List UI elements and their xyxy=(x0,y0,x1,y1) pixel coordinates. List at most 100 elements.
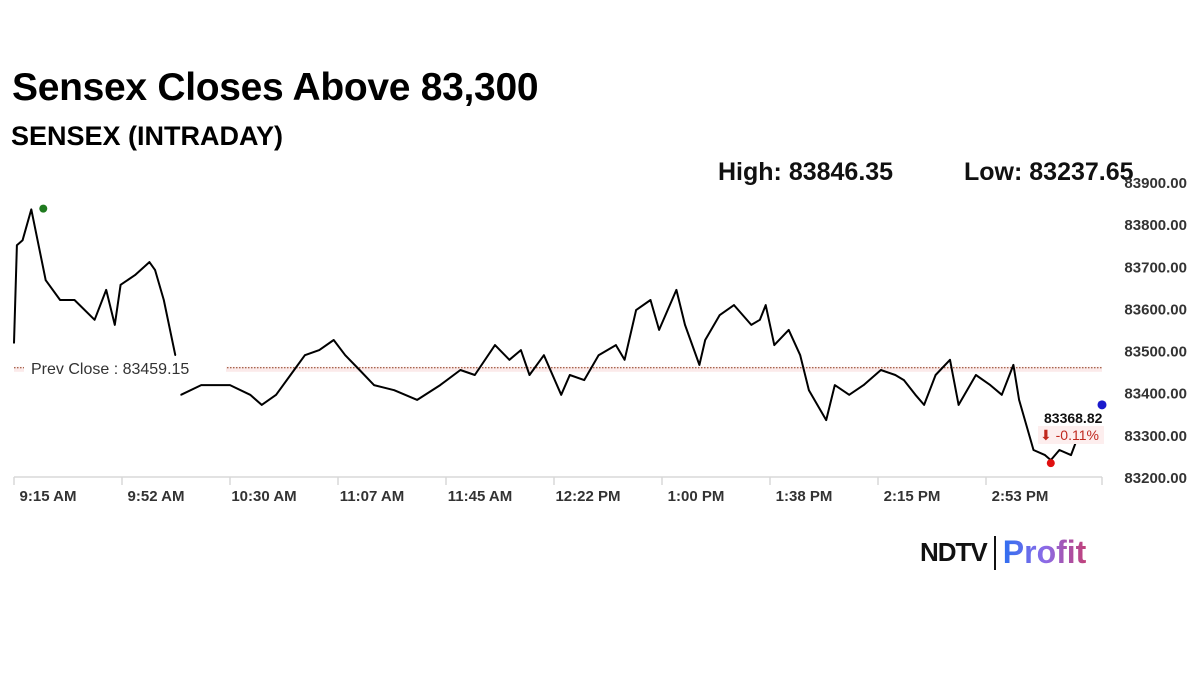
data-point xyxy=(416,399,419,401)
data-point xyxy=(975,374,977,376)
data-point xyxy=(764,304,767,306)
x-tick-label: 2:53 PM xyxy=(992,488,1049,505)
data-point xyxy=(21,239,24,241)
data-point xyxy=(583,379,586,381)
data-point xyxy=(949,359,951,361)
x-tick-label: 10:30 AM xyxy=(231,488,296,505)
data-point xyxy=(174,354,177,357)
data-point xyxy=(93,319,96,321)
change-percent-label: ⬇ -0.11% xyxy=(1040,427,1099,443)
data-point xyxy=(275,394,277,396)
data-point xyxy=(1070,454,1072,456)
data-point xyxy=(623,359,626,361)
data-point xyxy=(373,384,375,386)
data-point xyxy=(635,309,637,311)
data-point xyxy=(848,394,850,396)
price-line xyxy=(13,208,1078,462)
data-point xyxy=(180,394,182,396)
data-point xyxy=(675,289,678,291)
y-tick-label: 83300.00 xyxy=(1124,428,1187,445)
data-point xyxy=(894,374,897,376)
data-point xyxy=(105,289,107,291)
data-point xyxy=(119,284,122,286)
data-point xyxy=(808,389,810,391)
data-point xyxy=(825,419,827,421)
data-point xyxy=(704,339,706,341)
data-point xyxy=(439,384,442,386)
prev-close-label-bg xyxy=(24,357,226,378)
high-value: High: 83846.35 xyxy=(718,158,894,186)
x-tick-label: 2:15 PM xyxy=(884,488,941,505)
data-point xyxy=(289,374,292,376)
data-point xyxy=(200,384,202,386)
data-point xyxy=(528,374,531,376)
data-point xyxy=(914,394,917,396)
data-point xyxy=(304,354,306,357)
data-point xyxy=(73,299,76,301)
data-point xyxy=(59,299,61,301)
y-tick-label: 83800.00 xyxy=(1124,217,1187,234)
data-point xyxy=(597,354,600,357)
data-point xyxy=(1032,449,1035,451)
data-point xyxy=(148,261,151,263)
data-point xyxy=(862,384,865,386)
logo-ndtv: NDTV xyxy=(920,537,988,567)
data-point xyxy=(474,374,476,376)
data-point xyxy=(393,389,395,391)
data-point xyxy=(923,404,925,406)
data-point xyxy=(520,349,522,351)
x-tick-label: 1:00 PM xyxy=(668,488,725,505)
data-point xyxy=(344,354,347,357)
y-tick-label: 83200.00 xyxy=(1124,470,1187,487)
x-tick-label: 9:52 AM xyxy=(128,488,185,505)
data-point xyxy=(834,384,836,386)
data-point xyxy=(733,304,735,306)
y-tick-label: 83500.00 xyxy=(1124,344,1187,361)
prev-close-label: Prev Close : 83459.15 xyxy=(31,361,189,378)
data-point xyxy=(154,269,156,271)
close-value-label: 83368.82 xyxy=(1044,410,1103,426)
data-point xyxy=(459,369,462,371)
y-tick-label: 83900.00 xyxy=(1124,175,1187,192)
prev-close-band xyxy=(14,366,1102,372)
data-point xyxy=(260,404,263,406)
data-point xyxy=(358,369,361,371)
data-point xyxy=(799,354,802,357)
y-tick-label: 83400.00 xyxy=(1124,386,1187,403)
data-point xyxy=(1001,394,1003,396)
x-tick-label: 9:15 AM xyxy=(20,488,77,505)
data-point xyxy=(1012,364,1015,366)
data-point xyxy=(989,384,992,386)
data-point xyxy=(787,329,790,331)
data-point xyxy=(1029,439,1032,441)
data-point xyxy=(718,314,721,316)
data-point xyxy=(880,369,882,371)
data-point xyxy=(750,324,753,326)
chart-subtitle: SENSEX (INTRADAY) xyxy=(11,121,284,151)
data-point xyxy=(162,299,165,301)
low-marker xyxy=(1046,459,1055,468)
data-point xyxy=(508,359,511,361)
data-point xyxy=(560,394,562,396)
data-point xyxy=(1058,449,1061,451)
y-tick-label: 83700.00 xyxy=(1124,259,1187,276)
data-point xyxy=(249,394,251,396)
data-point xyxy=(332,339,335,341)
x-tick-label: 11:45 AM xyxy=(448,488,512,505)
data-point xyxy=(684,324,686,326)
data-point xyxy=(934,374,937,376)
high-marker xyxy=(39,204,48,213)
data-point xyxy=(773,344,776,346)
data-point xyxy=(1018,399,1020,401)
data-point xyxy=(16,244,18,247)
data-point xyxy=(658,329,660,331)
logo-divider xyxy=(993,535,996,570)
data-point xyxy=(615,344,617,346)
data-point xyxy=(759,319,761,321)
data-point xyxy=(543,354,545,357)
data-point xyxy=(649,299,652,301)
data-point xyxy=(134,274,136,276)
data-point xyxy=(13,342,15,344)
data-point xyxy=(30,208,33,211)
